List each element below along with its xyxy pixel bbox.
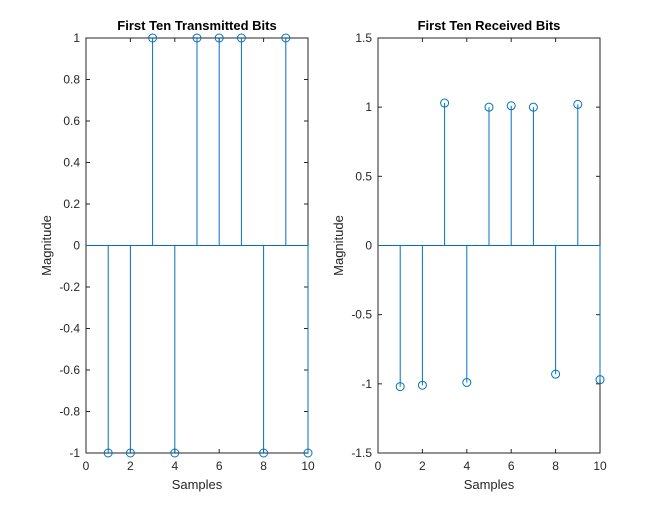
stem-marker <box>214 33 224 43</box>
y-tick-label: 0 <box>73 239 80 253</box>
stem-marker <box>170 448 180 458</box>
y-tick-label: -1 <box>361 377 372 391</box>
x-tick-label: 10 <box>301 459 315 473</box>
y-tick-label: -1 <box>69 446 80 460</box>
stem-marker <box>303 448 313 458</box>
stem-marker <box>440 98 450 108</box>
y-tick-label: 1 <box>73 31 80 45</box>
chart-panel-1: 0 2 4 6 8 10 -1 -0.8 -0.6 -0.4 -0.2 0 0.2 0.4 0.6 0.8 1 F… <box>39 18 315 492</box>
x-axis-label: Samples <box>172 477 223 492</box>
stem-marker <box>259 448 269 458</box>
stem-marker <box>595 375 605 385</box>
x-tick-label: 6 <box>216 459 223 473</box>
stem-marker <box>551 369 561 379</box>
y-tick-label: -0.8 <box>59 405 80 419</box>
stem-marker <box>236 33 246 43</box>
x-tick-label: 10 <box>593 459 607 473</box>
stem-marker <box>395 382 405 392</box>
stem-marker <box>528 102 538 112</box>
stem-marker <box>417 380 427 390</box>
x-tick-label: 0 <box>375 459 382 473</box>
stem-marker <box>462 377 472 387</box>
y-tick-label: 1 <box>365 100 372 114</box>
y-tick-label: 1.5 <box>355 31 372 45</box>
chart-title: First Ten Transmitted Bits <box>117 18 276 33</box>
y-tick-label: -1.5 <box>351 446 372 460</box>
x-tick-label: 6 <box>508 459 515 473</box>
stem-marker <box>573 99 583 109</box>
y-tick-label: 0.4 <box>63 156 80 170</box>
x-axis-label: Samples <box>464 477 515 492</box>
y-tick-label: 0 <box>365 239 372 253</box>
y-tick-label: -0.2 <box>59 280 80 294</box>
x-tick-label: 2 <box>419 459 426 473</box>
y-tick-label: 0.8 <box>63 73 80 87</box>
stem-marker <box>148 33 158 43</box>
y-tick-label: -0.5 <box>351 308 372 322</box>
y-tick-label: 0.5 <box>355 169 372 183</box>
stem-marker <box>484 102 494 112</box>
stem-marker <box>103 448 113 458</box>
stem-marker <box>281 33 291 43</box>
x-tick-label: 0 <box>83 459 90 473</box>
x-tick-label: 8 <box>552 459 559 473</box>
chart-title: First Ten Received Bits <box>418 18 561 33</box>
y-tick-label: -0.6 <box>59 363 80 377</box>
x-tick-label: 4 <box>463 459 470 473</box>
x-tick-label: 8 <box>260 459 267 473</box>
y-tick-label: -0.4 <box>59 322 80 336</box>
stem-marker <box>192 33 202 43</box>
stem-marker <box>125 448 135 458</box>
chart-panel-2: 0 2 4 6 8 10 -1.5 -1 -0.5 0 0.5 1 1.5 First Ten Recei… <box>331 18 607 492</box>
x-tick-label: 2 <box>127 459 134 473</box>
stem-marker <box>506 101 516 111</box>
y-tick-label: 0.2 <box>63 197 80 211</box>
y-tick-label: 0.6 <box>63 114 80 128</box>
y-axis-label: Magnitude <box>39 215 54 276</box>
x-tick-label: 4 <box>171 459 178 473</box>
y-axis-label: Magnitude <box>331 215 346 276</box>
